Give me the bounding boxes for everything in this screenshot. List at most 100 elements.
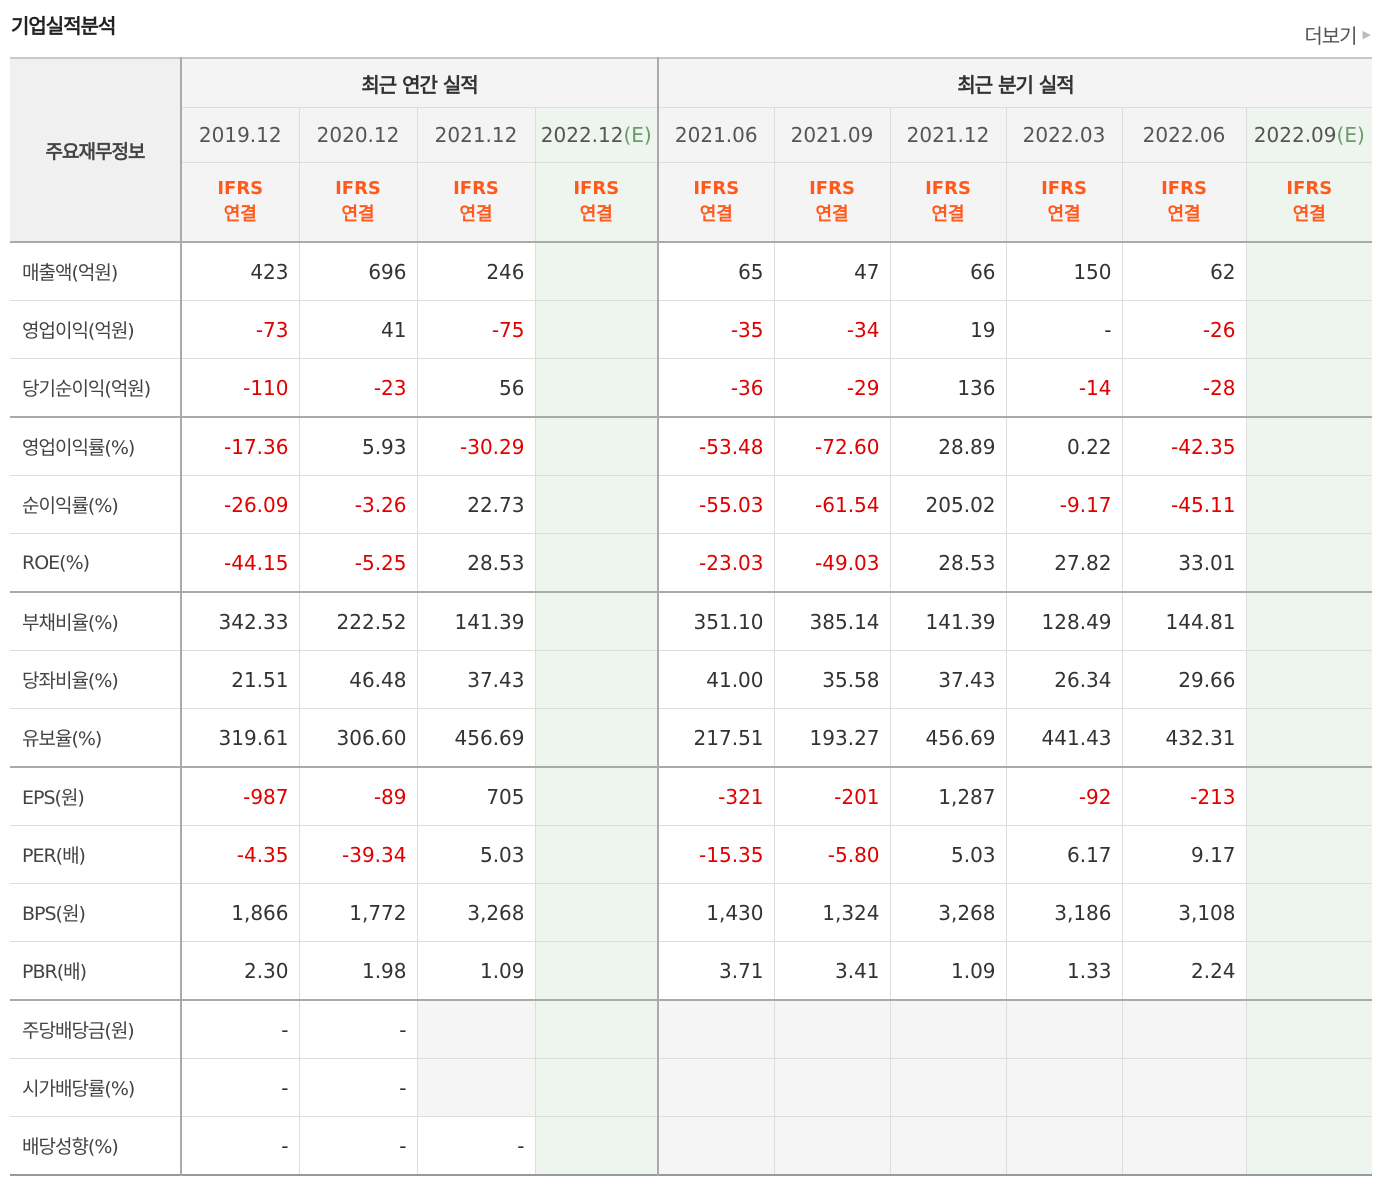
table-cell: 46.48 — [298, 650, 417, 709]
table-cell: 21.51 — [180, 650, 299, 709]
table-cell — [1245, 1058, 1373, 1117]
ifrs-badge[interactable]: IFRS 연결 — [1121, 162, 1247, 243]
row-label[interactable]: 영업이익률(%) — [10, 417, 182, 476]
table-cell: 1,866 — [180, 883, 299, 942]
table-cell: 2.30 — [180, 941, 299, 1001]
ifrs-badge[interactable]: IFRS 연결 — [298, 162, 417, 243]
table-cell: -45.11 — [1121, 475, 1247, 534]
table-cell — [534, 417, 659, 476]
table-row: BPS(원) 1,866 1,772 3,268 1,430 1,324 3,268 3,18… — [10, 883, 1373, 942]
row-label[interactable]: 당기순이익(억원) — [10, 358, 182, 418]
table-cell: -36 — [657, 358, 775, 418]
table-cell: 66 — [889, 242, 1007, 301]
ifrs-label: IFRS — [1286, 178, 1333, 199]
table-cell: 456.69 — [889, 708, 1007, 768]
table-cell: 128.49 — [1005, 592, 1123, 651]
period-header: 2021.12 — [416, 107, 535, 163]
table-cell: 33.01 — [1121, 533, 1247, 593]
ifrs-label: IFRS — [573, 178, 620, 199]
ifrs-badge[interactable]: IFRS 연결 — [657, 162, 775, 243]
table-cell: 3.41 — [773, 941, 891, 1001]
row-label[interactable]: BPS(원) — [10, 883, 182, 942]
table-cell: -201 — [773, 767, 891, 826]
row-label[interactable]: 시가배당률(%) — [10, 1058, 182, 1117]
ifrs-label: IFRS — [335, 178, 381, 199]
table-cell: 222.52 — [298, 592, 417, 651]
period-header: 2021.12 — [889, 107, 1007, 163]
consolidated-label: 연결 — [341, 204, 375, 225]
table-cell: -110 — [180, 358, 299, 418]
ifrs-badge[interactable]: IFRS 연결 — [889, 162, 1007, 243]
table-cell: 3,268 — [416, 883, 535, 942]
table-cell: 22.73 — [416, 475, 535, 534]
row-label[interactable]: PBR(배) — [10, 941, 182, 1001]
table-cell: 28.53 — [889, 533, 1007, 593]
row-label[interactable]: 매출액(억원) — [10, 242, 182, 301]
table-cell — [889, 1000, 1007, 1059]
table-cell: 5.03 — [889, 825, 1007, 884]
ifrs-label: IFRS — [1041, 178, 1087, 199]
ifrs-badge[interactable]: IFRS 연결 — [534, 162, 659, 243]
table-cell: 342.33 — [180, 592, 299, 651]
table-cell: 3,186 — [1005, 883, 1123, 942]
table-cell: -35 — [657, 300, 775, 359]
table-cell — [534, 592, 659, 651]
row-label[interactable]: 영업이익(억원) — [10, 300, 182, 359]
chevron-right-icon: ▶ — [1362, 28, 1372, 41]
table-cell — [1245, 358, 1373, 418]
table-cell: 41 — [298, 300, 417, 359]
table-cell: 441.43 — [1005, 708, 1123, 768]
consolidated-label: 연결 — [1047, 204, 1081, 225]
consolidated-label: 연결 — [815, 204, 849, 225]
ifrs-badge[interactable]: IFRS 연결 — [1245, 162, 1373, 243]
row-label[interactable]: EPS(원) — [10, 767, 182, 826]
table-cell — [416, 1000, 535, 1059]
table-cell — [1005, 1116, 1123, 1175]
section-title: 기업실적분석 — [11, 14, 116, 38]
table-cell — [657, 1058, 775, 1117]
ifrs-badge[interactable]: IFRS 연결 — [773, 162, 891, 243]
consolidated-label: 연결 — [223, 204, 257, 225]
table-cell: -5.80 — [773, 825, 891, 884]
table-cell — [1245, 1116, 1373, 1175]
period-label: 2022.06 — [1142, 123, 1226, 147]
table-cell: -73 — [180, 300, 299, 359]
table-cell: - — [180, 1058, 299, 1117]
table-cell: 65 — [657, 242, 775, 301]
table-cell — [889, 1058, 1007, 1117]
row-label[interactable]: 당좌비율(%) — [10, 650, 182, 709]
table-cell — [1121, 1000, 1247, 1059]
ifrs-label: IFRS — [1161, 178, 1207, 199]
table-row: ROE(%) -44.15 -5.25 28.53 -23.03 -49.03 28.53 2… — [10, 533, 1373, 593]
table-cell: 1.09 — [416, 941, 535, 1001]
table-cell: 5.93 — [298, 417, 417, 476]
table-cell — [657, 1000, 775, 1059]
table-cell: 6.17 — [1005, 825, 1123, 884]
row-label[interactable]: 주당배당금(원) — [10, 1000, 182, 1059]
table-row: PBR(배) 2.30 1.98 1.09 3.71 3.41 1.09 1.33 2.24 — [10, 941, 1373, 1001]
period-header: 2022.09(E) — [1245, 107, 1373, 163]
table-cell: 47 — [773, 242, 891, 301]
table-cell: 385.14 — [773, 592, 891, 651]
table-cell: 1.09 — [889, 941, 1007, 1001]
row-label[interactable]: 배당성향(%) — [10, 1116, 182, 1175]
row-label[interactable]: PER(배) — [10, 825, 182, 884]
table-cell: 193.27 — [773, 708, 891, 768]
ifrs-badge[interactable]: IFRS 연결 — [181, 162, 299, 243]
row-label[interactable]: 순이익률(%) — [10, 475, 182, 534]
row-label[interactable]: 유보율(%) — [10, 708, 182, 768]
table-cell — [534, 358, 659, 418]
table-cell: -61.54 — [773, 475, 891, 534]
table-cell — [1245, 417, 1373, 476]
table-cell: -14 — [1005, 358, 1123, 418]
more-link[interactable]: 더보기 ▶ — [1304, 20, 1372, 49]
ifrs-badge[interactable]: IFRS 연결 — [1005, 162, 1123, 243]
table-cell — [1121, 1116, 1247, 1175]
ifrs-label: IFRS — [217, 178, 264, 199]
table-row: 시가배당률(%) - - — [10, 1058, 1373, 1117]
table-cell — [1245, 300, 1373, 359]
row-label[interactable]: 부채비율(%) — [10, 592, 182, 651]
row-label[interactable]: ROE(%) — [10, 533, 182, 593]
ifrs-badge[interactable]: IFRS 연결 — [416, 162, 535, 243]
period-header: 2021.06 — [657, 107, 775, 163]
